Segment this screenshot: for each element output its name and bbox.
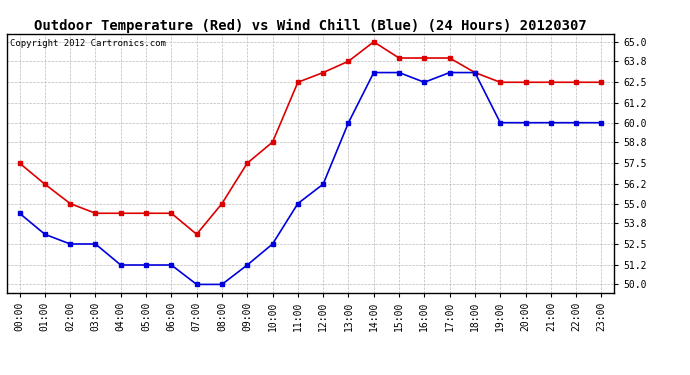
Text: Copyright 2012 Cartronics.com: Copyright 2012 Cartronics.com <box>10 39 166 48</box>
Title: Outdoor Temperature (Red) vs Wind Chill (Blue) (24 Hours) 20120307: Outdoor Temperature (Red) vs Wind Chill … <box>34 18 587 33</box>
